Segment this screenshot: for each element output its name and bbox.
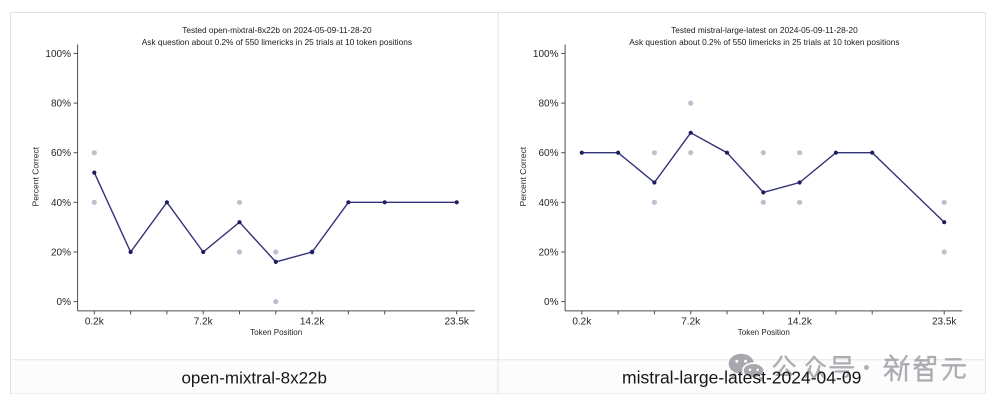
svg-text:0.2k: 0.2k [85,316,105,327]
svg-text:Percent Correct: Percent Correct [518,146,528,206]
svg-text:Ask question about 0.2% of 550: Ask question about 0.2% of 550 limericks… [142,37,412,47]
svg-text:60%: 60% [538,148,558,159]
svg-text:80%: 80% [51,99,71,110]
svg-text:14.2k: 14.2k [300,316,325,327]
svg-text:14.2k: 14.2k [787,316,812,327]
svg-text:Token Position: Token Position [250,328,302,337]
svg-text:80%: 80% [538,99,558,110]
svg-text:mistral-large-latest-2024-04-0: mistral-large-latest-2024-04-09 [622,368,861,388]
svg-text:40%: 40% [51,198,71,209]
svg-text:0%: 0% [57,297,72,308]
svg-text:0.2k: 0.2k [572,316,592,327]
svg-text:0%: 0% [544,297,559,308]
svg-text:20%: 20% [538,248,558,259]
svg-text:20%: 20% [51,248,71,259]
svg-text:100%: 100% [45,49,71,60]
svg-text:Ask question about 0.2% of 550: Ask question about 0.2% of 550 limericks… [629,37,899,47]
svg-text:100%: 100% [533,49,559,60]
svg-text:23.5k: 23.5k [444,316,469,327]
svg-text:7.2k: 7.2k [681,316,701,327]
svg-text:40%: 40% [538,198,558,209]
svg-text:60%: 60% [51,148,71,159]
svg-text:Token Position: Token Position [738,328,790,337]
svg-text:Tested open-mixtral-8x22b on 2: Tested open-mixtral-8x22b on 2024-05-09-… [182,25,372,35]
svg-text:23.5k: 23.5k [932,316,957,327]
svg-text:open-mixtral-8x22b: open-mixtral-8x22b [181,369,327,388]
svg-text:7.2k: 7.2k [194,316,214,327]
svg-text:Percent Correct: Percent Correct [31,146,41,206]
svg-text:Tested mistral-large-latest on: Tested mistral-large-latest on 2024-05-0… [671,25,858,35]
